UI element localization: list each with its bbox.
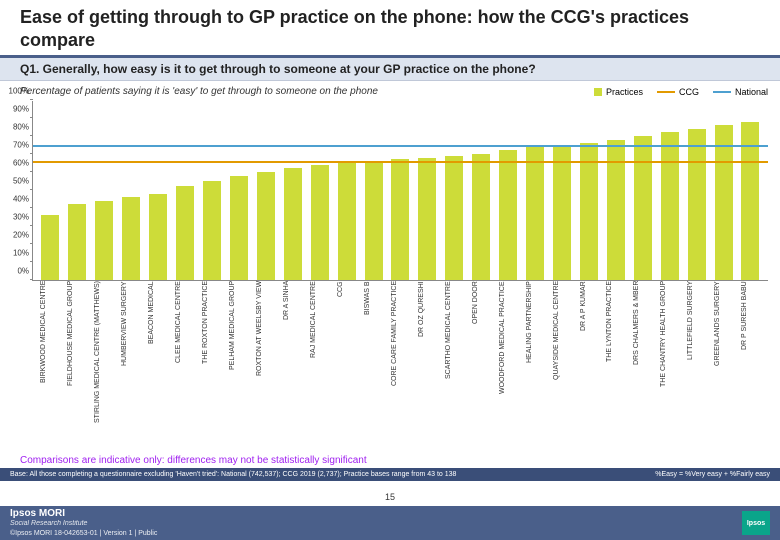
x-label: CCG	[337, 281, 355, 451]
x-label: PELHAM MEDICAL GROUP	[229, 281, 247, 451]
bar	[230, 176, 248, 280]
y-tick: 80%	[5, 123, 29, 132]
x-label: RAJ MEDICAL CENTRE	[310, 281, 328, 451]
bar	[445, 156, 463, 280]
x-label: HUMBERVIEW SURGERY	[121, 281, 139, 451]
x-label: DR P SURESH BABU	[741, 281, 759, 451]
comparison-note: Comparisons are indicative only: differe…	[0, 451, 780, 468]
bar	[418, 158, 436, 280]
x-label: SCARTHO MEDICAL CENTRE	[445, 281, 463, 451]
x-label: STIRLING MEDICAL CENTRE (MATTHEWS)	[94, 281, 112, 451]
bar	[526, 147, 544, 280]
bar	[68, 204, 86, 280]
title-area: Ease of getting through to GP practice o…	[0, 0, 780, 58]
bar	[580, 143, 598, 280]
legend-practices: Practices	[594, 87, 643, 97]
ipsos-logo: Ipsos	[742, 511, 770, 535]
legend-national-swatch	[713, 91, 731, 93]
footer-meta: ©Ipsos MORI 18-042653-01 | Version 1 | P…	[10, 530, 157, 538]
legend-ccg-label: CCG	[679, 87, 699, 97]
base-row: Base: All those completing a questionnai…	[0, 468, 780, 481]
x-label: QUAYSIDE MEDICAL CENTRE	[553, 281, 571, 451]
y-tick: 100%	[5, 87, 29, 96]
page-title: Ease of getting through to GP practice o…	[20, 6, 768, 51]
bar	[203, 181, 221, 280]
x-label: DRS CHALMERS & MBER	[633, 281, 651, 451]
x-axis-labels: BIRKWOOD MEDICAL CENTRE FIELDHOUSE MEDICA…	[32, 281, 768, 451]
y-tick: 60%	[5, 159, 29, 168]
legend-practices-label: Practices	[606, 87, 643, 97]
bars-container	[33, 101, 768, 280]
bar	[122, 197, 140, 280]
x-label: LITTLEFIELD SURGERY	[687, 281, 705, 451]
x-label: HEALING PARTNERSHIP	[526, 281, 544, 451]
x-label: BISWAS B	[364, 281, 382, 451]
bar	[311, 165, 329, 280]
bar	[661, 132, 679, 280]
footer-sub: Social Research Institute	[10, 520, 157, 528]
legend-practices-swatch	[594, 88, 602, 96]
x-label: DR OZ QURESHI	[418, 281, 436, 451]
slide: Ease of getting through to GP practice o…	[0, 0, 780, 540]
y-tick: 40%	[5, 195, 29, 204]
x-label: OPEN DOOR	[472, 281, 490, 451]
bar	[391, 159, 409, 280]
bar	[553, 145, 571, 280]
legend-ccg: CCG	[657, 87, 699, 97]
x-label: WOODFORD MEDICAL PRACTICE	[499, 281, 517, 451]
x-label: GREENLANDS SURGERY	[714, 281, 732, 451]
bar	[95, 201, 113, 280]
x-label: THE CHANTRY HEALTH GROUP	[660, 281, 678, 451]
footer-logo: Ipsos MORI	[10, 508, 157, 520]
bar	[176, 186, 194, 280]
y-tick: 0%	[5, 267, 29, 276]
base-text: Base: All those completing a questionnai…	[10, 471, 456, 478]
legend-national: National	[713, 87, 768, 97]
x-label: THE LYNTON PRACTICE	[606, 281, 624, 451]
bar	[338, 163, 356, 280]
x-label: BEACON MEDICAL	[148, 281, 166, 451]
y-tick: 20%	[5, 231, 29, 240]
easy-definition: %Easy = %Very easy + %Fairly easy	[655, 471, 770, 478]
subtitle-bar: Q1. Generally, how easy is it to get thr…	[0, 58, 780, 81]
bar	[688, 129, 706, 280]
bar	[472, 154, 490, 280]
x-label: CLEE MEDICAL CENTRE	[175, 281, 193, 451]
page-number: 15	[385, 492, 395, 502]
bar	[149, 194, 167, 280]
bar-chart: 0%10%20%30%40%50%60%70%80%90%100%	[32, 101, 768, 281]
bar	[257, 172, 275, 280]
footer: Ipsos MORI Social Research Institute ©Ip…	[0, 506, 780, 540]
footer-left: Ipsos MORI Social Research Institute ©Ip…	[10, 508, 157, 538]
bar	[634, 136, 652, 280]
x-label: BIRKWOOD MEDICAL CENTRE	[40, 281, 58, 451]
legend: Practices CCG National	[594, 87, 768, 97]
x-label: CORE CARE FAMILY PRACTICE	[391, 281, 409, 451]
y-tick: 10%	[5, 249, 29, 258]
national-reference-line	[33, 145, 768, 147]
x-label: DR A P KUMAR	[580, 281, 598, 451]
description-row: Percentage of patients saying it is 'eas…	[0, 81, 780, 99]
x-label: ROXTON AT WEELSBY VIEW	[256, 281, 274, 451]
bar	[715, 125, 733, 280]
x-label: THE ROXTON PRACTICE	[202, 281, 220, 451]
y-tick: 70%	[5, 141, 29, 150]
y-tick: 90%	[5, 105, 29, 114]
x-label: DR A SINHA	[283, 281, 301, 451]
x-label: FIELDHOUSE MEDICAL GROUP	[67, 281, 85, 451]
legend-national-label: National	[735, 87, 768, 97]
chart-description: Percentage of patients saying it is 'eas…	[20, 86, 378, 97]
y-tick: 50%	[5, 177, 29, 186]
question-text: Q1. Generally, how easy is it to get thr…	[20, 62, 768, 76]
bar	[284, 168, 302, 280]
bar	[499, 150, 517, 280]
bar	[365, 161, 383, 280]
y-tick: 30%	[5, 213, 29, 222]
ccg-reference-line	[33, 161, 768, 163]
bar	[41, 215, 59, 280]
legend-ccg-swatch	[657, 91, 675, 93]
